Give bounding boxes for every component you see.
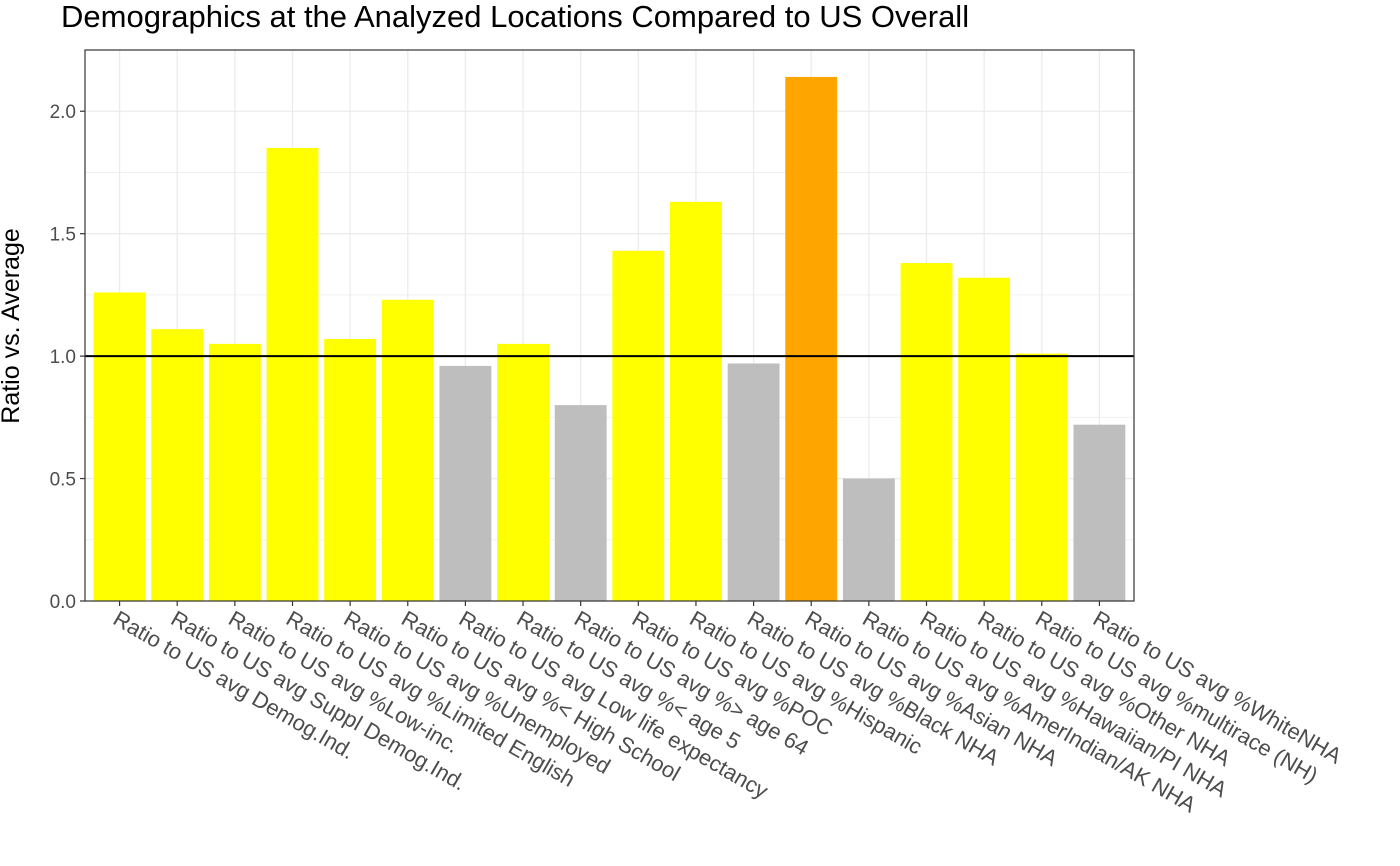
y-tick-label: 0.5 [50,470,76,491]
bar-11 [670,201,722,601]
bar-5 [324,338,377,601]
chart-title: Demographics at the Analyzed Locations C… [61,0,969,34]
bar-18 [1073,424,1126,601]
panel-border [84,49,1135,602]
y-axis-label: Ratio vs. Average [0,228,25,423]
y-tick-label: 1.5 [50,225,76,246]
bar-12 [727,363,780,601]
bar-13 [785,76,838,602]
y-tick-label: 2.0 [50,102,76,123]
bar-4 [266,147,319,601]
bar-15 [900,263,953,601]
bar-3 [208,343,261,601]
bar-1 [93,292,146,601]
bar-7 [439,365,492,601]
bar-16 [958,277,1011,601]
bar-14 [842,478,895,601]
bar-10 [612,250,665,601]
bar-8 [497,343,549,601]
y-tick-label: 0.0 [50,592,76,613]
y-tick-label: 1.0 [50,347,76,368]
bar-9 [554,405,607,601]
bar-17 [1015,353,1068,601]
bar-6 [381,299,434,601]
bar-2 [151,329,204,601]
